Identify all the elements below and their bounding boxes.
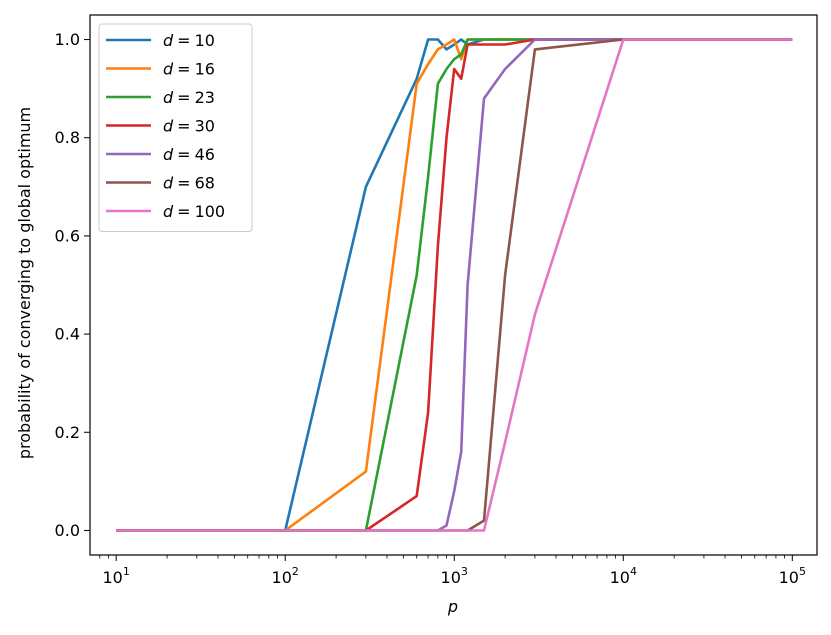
legend-value: 23 <box>195 88 215 107</box>
legend-eq: = <box>177 174 190 193</box>
y-axis-ticks: 0.0 0.2 0.4 0.6 0.8 1.0 <box>55 30 90 540</box>
plot-lines <box>116 38 793 532</box>
y-tick-label: 0.2 <box>55 423 80 442</box>
x-tick-exponent: 1 <box>123 565 130 578</box>
legend-var: d <box>163 88 174 107</box>
x-tick-exponent: 2 <box>292 565 299 578</box>
legend-var: d <box>163 145 174 164</box>
legend-value: 16 <box>195 60 215 79</box>
x-axis-ticks: 101 102 103 104 105 <box>99 555 806 587</box>
y-tick-label: 0.0 <box>55 521 80 540</box>
x-tick-label: 101 <box>103 565 130 587</box>
x-tick-base: 10 <box>779 568 799 587</box>
legend-var: d <box>163 174 174 193</box>
x-tick-exponent: 3 <box>461 565 468 578</box>
series-line-3 <box>116 38 793 532</box>
legend-entry-1: d = 10 <box>163 31 215 50</box>
y-tick-label: 0.8 <box>55 128 80 147</box>
legend-eq: = <box>177 145 190 164</box>
series-line-4 <box>116 38 793 532</box>
x-tick-label: 105 <box>779 565 806 587</box>
legend-eq: = <box>177 202 190 221</box>
x-tick-exponent: 4 <box>630 565 637 578</box>
legend-value: 68 <box>195 174 215 193</box>
x-tick-label: 102 <box>272 565 299 587</box>
x-tick-label: 103 <box>441 565 468 587</box>
plot-frame <box>89 14 818 556</box>
x-tick-label: 104 <box>610 565 637 587</box>
legend-var: d <box>163 60 174 79</box>
legend: d = 10d = 16d = 23d = 30d = 46d = 68d = 100 <box>98 23 253 232</box>
x-axis-label: p <box>447 597 458 616</box>
y-tick-label: 0.4 <box>55 325 80 344</box>
legend-box <box>98 23 253 232</box>
x-tick-base: 10 <box>103 568 123 587</box>
legend-value: 10 <box>195 31 215 50</box>
legend-eq: = <box>177 88 190 107</box>
legend-entry-5: d = 46 <box>163 145 215 164</box>
y-tick-label: 0.6 <box>55 226 80 245</box>
legend-value: 30 <box>195 117 215 136</box>
legend-entry-7: d = 100 <box>163 202 225 221</box>
legend-entry-6: d = 68 <box>163 174 215 193</box>
legend-var: d <box>163 31 174 50</box>
legend-var: d <box>163 117 174 136</box>
legend-entry-4: d = 30 <box>163 117 215 136</box>
legend-eq: = <box>177 31 190 50</box>
legend-entry-3: d = 23 <box>163 88 215 107</box>
series-line-7 <box>116 38 793 532</box>
y-tick-label: 1.0 <box>55 30 80 49</box>
x-tick-base: 10 <box>272 568 292 587</box>
legend-value: 46 <box>195 145 215 164</box>
x-tick-exponent: 5 <box>799 565 806 578</box>
legend-eq: = <box>177 117 190 136</box>
x-tick-base: 10 <box>441 568 461 587</box>
x-tick-base: 10 <box>610 568 630 587</box>
y-axis-label: probability of converging to global opti… <box>15 107 34 459</box>
legend-eq: = <box>177 60 190 79</box>
legend-entry-2: d = 16 <box>163 60 215 79</box>
legend-value: 100 <box>195 202 226 221</box>
legend-var: d <box>163 202 174 221</box>
